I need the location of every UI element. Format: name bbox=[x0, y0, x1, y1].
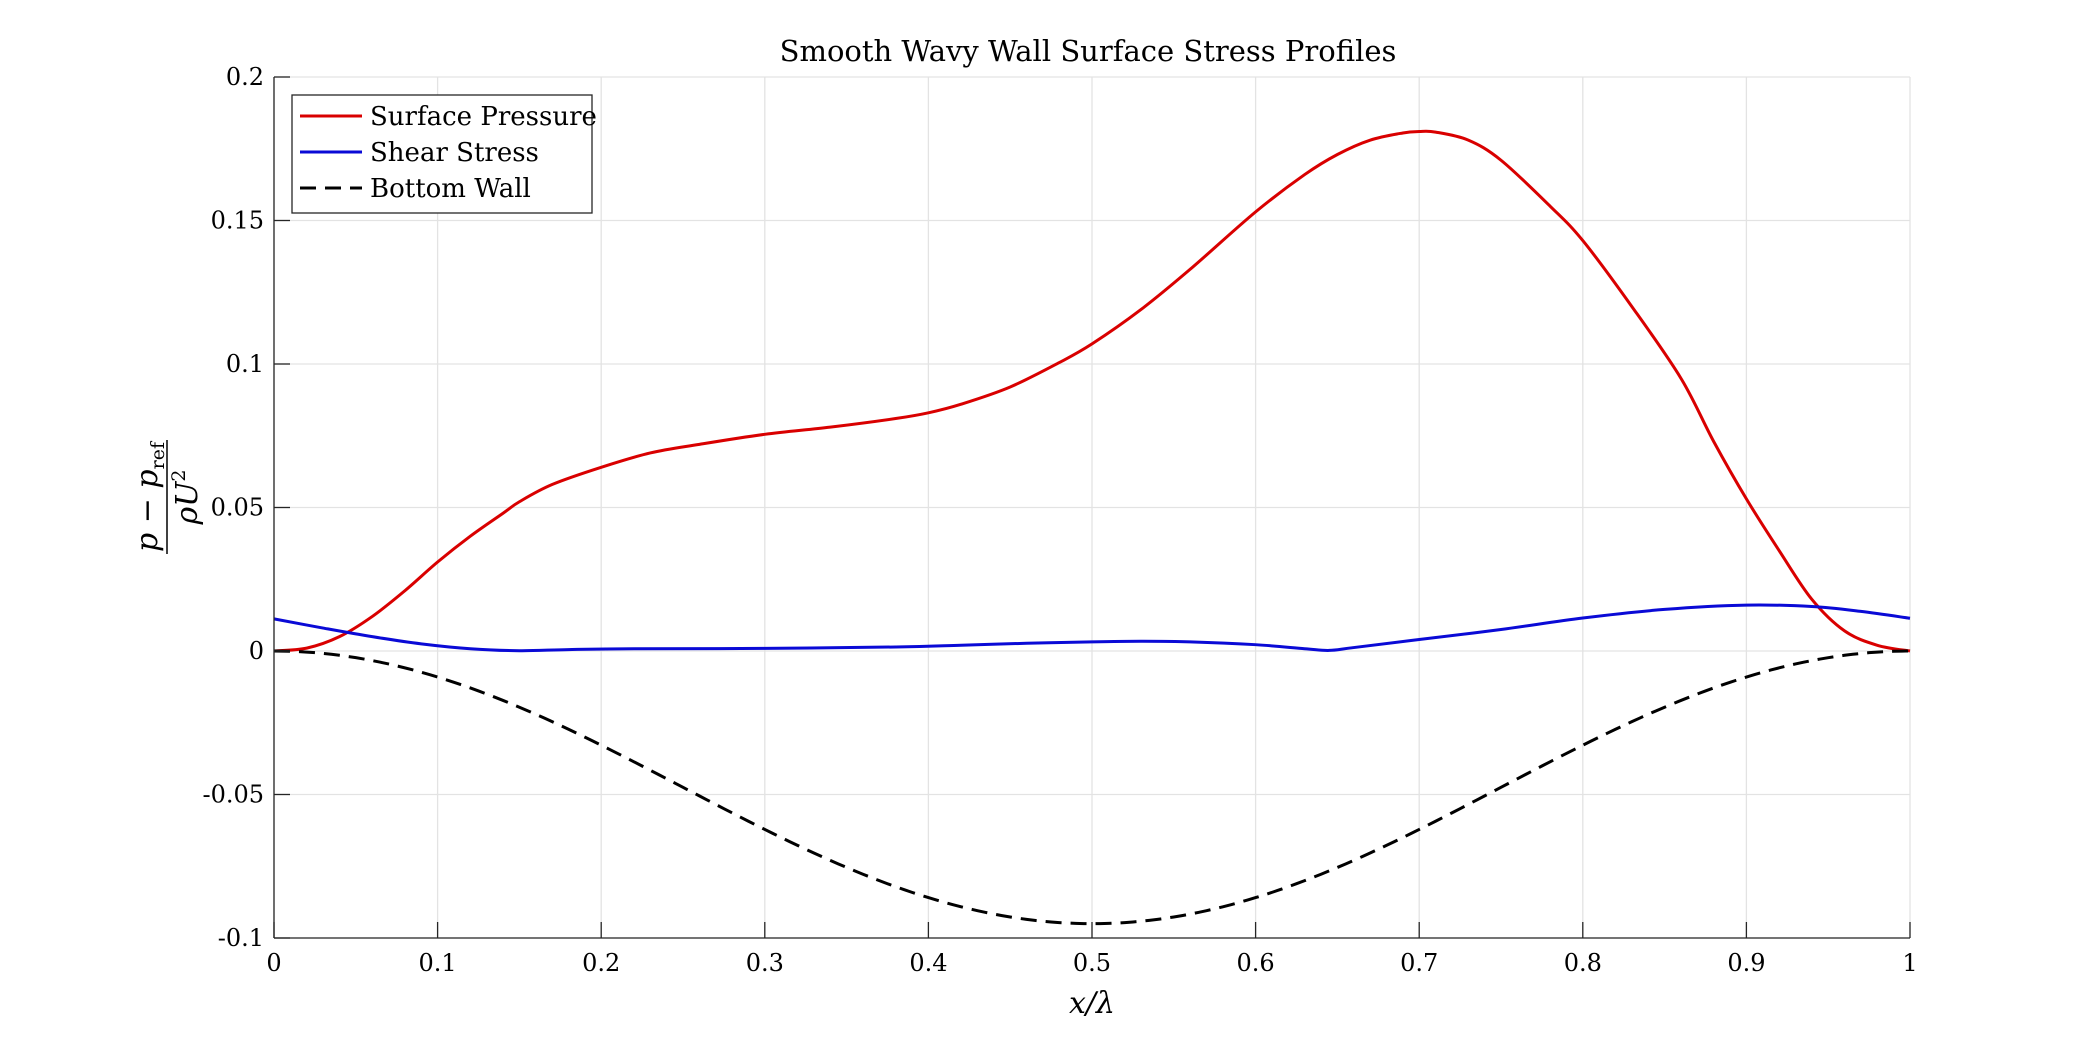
axes bbox=[273, 76, 1911, 939]
legend-label-surface-pressure: Surface Pressure bbox=[370, 102, 597, 132]
y-tick-label: 0.15 bbox=[211, 207, 264, 235]
legend-label-shear-stress: Shear Stress bbox=[370, 138, 539, 168]
x-tick-label: 0.8 bbox=[1564, 949, 1602, 977]
x-axis-label: x/λ bbox=[1069, 986, 1115, 1021]
y-axis-label-numerator: p − pref bbox=[130, 440, 169, 552]
x-tick-label: 0.7 bbox=[1400, 949, 1438, 977]
y-tick-label: -0.1 bbox=[218, 924, 264, 952]
chart-title: Smooth Wavy Wall Surface Stress Profiles bbox=[780, 34, 1397, 68]
x-tick-label: 0.6 bbox=[1237, 949, 1275, 977]
legend-item-shear-stress: Shear Stress bbox=[300, 138, 539, 168]
x-tick-label: 0.9 bbox=[1727, 949, 1765, 977]
x-tick-labels: 0 0.1 0.2 0.3 0.4 0.5 0.6 0.7 0.8 0.9 1 bbox=[266, 949, 1917, 977]
legend-item-surface-pressure: Surface Pressure bbox=[300, 102, 597, 132]
y-axis-label: p − pref ρU2 bbox=[130, 440, 205, 554]
series-line-surface-pressure bbox=[273, 129, 1911, 653]
legend-label-bottom-wall: Bottom Wall bbox=[370, 174, 531, 204]
x-tick-label: 0.5 bbox=[1073, 949, 1111, 977]
x-tick-label: 1 bbox=[1902, 949, 1917, 977]
y-tick-label: 0 bbox=[249, 637, 264, 665]
legend: Surface Pressure Shear Stress Bottom Wal… bbox=[291, 94, 597, 214]
y-tick-labels: -0.1 -0.05 0 0.05 0.1 0.15 0.2 bbox=[202, 63, 264, 952]
y-tick-label: 0.2 bbox=[226, 63, 264, 91]
series-layer bbox=[273, 129, 1911, 926]
y-tick-label: 0.1 bbox=[226, 350, 264, 378]
x-tick-label: 0.3 bbox=[746, 949, 784, 977]
y-tick-label: -0.05 bbox=[202, 781, 264, 809]
x-tick-label: 0 bbox=[266, 949, 281, 977]
series-line-shear-stress bbox=[273, 603, 1911, 653]
series-line-bottom-wall bbox=[273, 649, 1911, 926]
legend-item-bottom-wall: Bottom Wall bbox=[300, 174, 531, 204]
x-tick-label: 0.2 bbox=[582, 949, 620, 977]
y-axis-label-denominator: ρU2 bbox=[168, 469, 205, 525]
y-tick-label: 0.05 bbox=[211, 494, 264, 522]
x-tick-label: 0.4 bbox=[909, 949, 947, 977]
x-tick-label: 0.1 bbox=[419, 949, 457, 977]
